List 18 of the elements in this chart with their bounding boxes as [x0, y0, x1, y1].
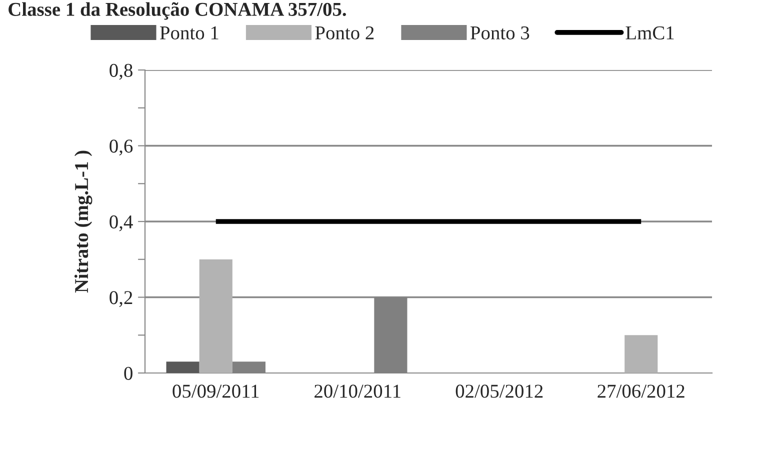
y-tick-label: 0	[124, 366, 132, 380]
legend-label: Ponto 1	[160, 26, 218, 40]
bar	[166, 362, 200, 373]
y-tick-label: 0,4	[110, 215, 133, 232]
y-tick-label: 0,6	[110, 140, 133, 156]
x-tick-label: 20/10/2011	[314, 384, 400, 398]
bar	[199, 259, 232, 373]
legend-label: Ponto 3	[470, 26, 530, 40]
bar	[624, 335, 658, 373]
y-tick-label: 0,2	[110, 291, 132, 307]
x-tick-label: 27/06/2012	[598, 384, 684, 398]
x-tick-label: 02/05/2012	[456, 384, 543, 398]
legend-label: Ponto 2	[315, 26, 374, 40]
legend-label: LmC1	[626, 26, 674, 40]
y-axis-title: Nitrato (mg.L-1 )	[74, 150, 92, 293]
y-tick-label: 0,8	[110, 64, 132, 80]
x-tick-label: 05/09/2011	[172, 384, 259, 398]
text: Classe 1 da Resolução CONAMA 357/05.	[8, 2, 346, 20]
